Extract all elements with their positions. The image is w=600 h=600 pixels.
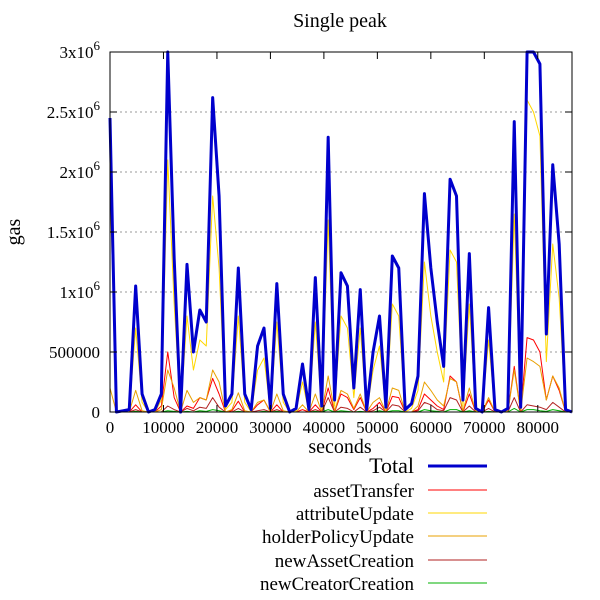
y-tick-mantissa: 3x10 [60, 43, 94, 62]
legend-label: newCreatorCreation [260, 574, 415, 595]
chart-title: Single peak [293, 10, 387, 32]
legend-label: Total [369, 453, 414, 478]
x-tick-label: 80000 [517, 418, 560, 437]
x-tick-label: 50000 [356, 418, 399, 437]
x-axis-title: seconds [308, 436, 372, 458]
y-tick-exponent: 6 [94, 158, 101, 173]
x-tick-label: 70000 [463, 418, 506, 437]
y-tick-label: 0 [92, 403, 101, 422]
y-tick-mantissa: 500000 [49, 343, 100, 362]
series-line-Total [108, 50, 573, 414]
y-tick-mantissa: 2.5x10 [47, 103, 94, 122]
y-tick-mantissa: 0 [92, 403, 101, 422]
x-tick-label: 60000 [410, 418, 453, 437]
x-tick-label: 30000 [249, 418, 292, 437]
y-tick-mantissa: 1x10 [60, 283, 94, 302]
y-tick-label: 1.5x106 [47, 218, 101, 242]
legend-label: attributeUpdate [296, 504, 414, 525]
x-tick-label: 0 [106, 418, 115, 437]
legend-label: assetTransfer [313, 481, 414, 502]
legend-label: holderPolicyUpdate [262, 527, 414, 548]
y-tick-mantissa: 2x10 [60, 163, 94, 182]
y-tick-exponent: 6 [94, 38, 101, 53]
y-tick-label: 1x106 [60, 278, 101, 302]
y-tick-exponent: 6 [94, 218, 101, 233]
y-axis-title: gas [3, 218, 25, 245]
y-tick-exponent: 6 [94, 98, 101, 113]
x-tick-label: 10000 [142, 418, 185, 437]
x-tick-label: 20000 [196, 418, 239, 437]
legend: Total assetTransferattributeUpdateholderP… [260, 453, 487, 595]
y-tick-mantissa: 1.5x10 [47, 223, 94, 242]
y-tick-label: 500000 [49, 343, 100, 362]
x-tick-label: 40000 [303, 418, 346, 437]
y-tick-label: 3x106 [60, 38, 101, 62]
y-tick-label: 2.5x106 [47, 98, 101, 122]
y-tick-exponent: 6 [94, 278, 101, 293]
y-tick-label: 2x106 [60, 158, 101, 182]
legend-label: newAssetCreation [275, 551, 415, 572]
